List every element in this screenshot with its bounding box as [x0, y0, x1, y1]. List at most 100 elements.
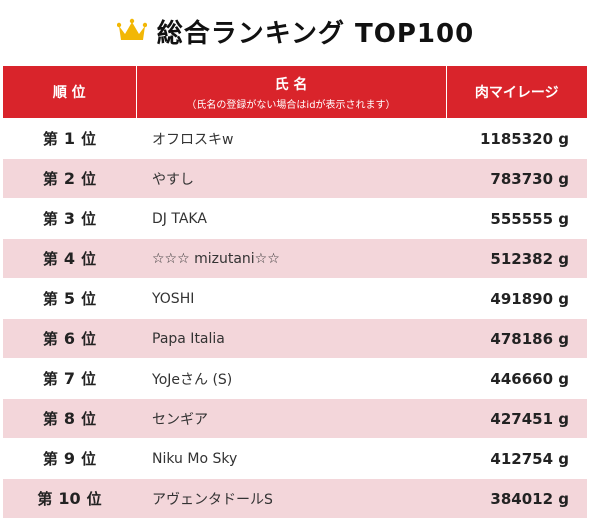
page-header: 総合ランキング TOP100	[0, 0, 591, 62]
table-row: 第 9 位 Niku Mo Sky 412754 g	[3, 438, 587, 479]
name-cell: DJ TAKA	[136, 198, 446, 239]
name-column-header: 氏 名 （氏名の登録がない場合はidが表示されます）	[136, 66, 447, 119]
mileage-unit: g	[558, 449, 569, 468]
mileage-cell: 446660 g	[446, 358, 587, 399]
mileage-unit: g	[558, 129, 569, 148]
table-row: 第 1 位オフロスキw 1185320 g	[3, 118, 587, 159]
rank-prefix: 第	[42, 330, 58, 348]
rank-number: 7	[63, 369, 76, 388]
name-cell: オフロスキw	[136, 118, 446, 159]
page-title: 総合ランキング TOP100	[156, 18, 475, 49]
name-cell: YoJeさん (S)	[136, 358, 446, 399]
rank-number: 10	[58, 489, 81, 508]
table-header-row: 順 位 氏 名 （氏名の登録がない場合はidが表示されます） 肉マイレージ	[3, 66, 587, 119]
rank-header-label: 順 位	[52, 85, 86, 101]
mileage-cell: 384012 g	[446, 478, 587, 518]
meat-header-label: 肉マイレージ	[474, 85, 559, 101]
table-row: 第 6 位 Papa Italia 478186 g	[3, 318, 587, 359]
rank-number: 2	[63, 169, 76, 188]
mileage-value: 491890	[490, 289, 554, 308]
mileage-value: 412754	[490, 449, 554, 468]
table-row: 第 4 位 ☆☆☆ mizutani☆☆ 512382 g	[3, 238, 587, 279]
rank-suffix: 位	[81, 370, 97, 388]
mileage-unit: g	[558, 489, 569, 508]
mileage-unit: g	[558, 409, 569, 428]
mileage-unit: g	[558, 209, 569, 228]
mileage-cell: 412754 g	[446, 438, 587, 479]
name-header-label: 氏 名	[274, 76, 308, 93]
rank-number: 9	[63, 449, 76, 468]
rank-suffix: 位	[86, 490, 102, 508]
rank-prefix: 第	[42, 450, 58, 468]
mileage-value: 478186	[490, 329, 554, 348]
table-row: 第 5 位 YOSHI 491890 g	[3, 278, 587, 319]
rank-column-header: 順 位	[3, 66, 137, 119]
mileage-value: 555555	[490, 209, 554, 228]
crown-icon	[116, 18, 147, 40]
name-cell: センギア	[136, 398, 446, 439]
rank-prefix: 第	[42, 410, 58, 428]
mileage-cell: 555555 g	[446, 198, 587, 239]
rank-prefix: 第	[42, 290, 58, 308]
rank-suffix: 位	[81, 450, 97, 468]
name-cell: やすし	[136, 158, 446, 199]
rank-cell: 第 10 位	[3, 478, 136, 518]
mileage-value: 427451	[490, 409, 554, 428]
rank-suffix: 位	[81, 250, 97, 268]
rank-suffix: 位	[81, 290, 97, 308]
table-row: 第 10 位アヴェンタドールS 384012 g	[3, 478, 587, 518]
mileage-value: 446660	[490, 369, 554, 388]
name-cell: アヴェンタドールS	[136, 478, 446, 518]
rank-prefix: 第	[42, 250, 58, 268]
mileage-cell: 427451 g	[446, 398, 587, 439]
name-header-note: （氏名の登録がない場合はidが表示されます）	[186, 99, 396, 111]
mileage-unit: g	[558, 169, 569, 188]
rank-prefix: 第	[42, 170, 58, 188]
rank-number: 4	[63, 249, 76, 268]
rank-suffix: 位	[81, 170, 97, 188]
rank-number: 5	[63, 289, 76, 308]
mileage-unit: g	[558, 249, 569, 268]
mileage-value: 512382	[490, 249, 554, 268]
name-cell: Niku Mo Sky	[136, 438, 446, 479]
rank-prefix: 第	[42, 130, 58, 148]
rank-suffix: 位	[81, 410, 97, 428]
mileage-cell: 783730 g	[446, 158, 587, 199]
name-cell: Papa Italia	[136, 318, 446, 359]
rank-suffix: 位	[81, 210, 97, 228]
name-cell: ☆☆☆ mizutani☆☆	[136, 238, 446, 279]
mileage-cell: 491890 g	[446, 278, 587, 319]
rank-suffix: 位	[81, 130, 97, 148]
mileage-value: 783730	[490, 169, 554, 188]
meat-column-header: 肉マイレージ	[446, 66, 587, 119]
table-row: 第 7 位 YoJeさん (S) 446660 g	[3, 358, 587, 399]
table-row: 第 3 位 DJ TAKA 555555 g	[3, 198, 587, 239]
mileage-unit: g	[558, 289, 569, 308]
rank-number: 3	[63, 209, 76, 228]
mileage-cell: 512382 g	[446, 238, 587, 279]
name-cell: YOSHI	[136, 278, 446, 319]
mileage-unit: g	[558, 369, 569, 388]
mileage-cell: 478186 g	[446, 318, 587, 359]
mileage-unit: g	[558, 329, 569, 348]
table-row: 第 8 位センギア 427451 g	[3, 398, 587, 439]
table-row: 第 2 位やすし 783730 g	[3, 158, 587, 199]
mileage-cell: 1185320 g	[446, 118, 587, 159]
rank-prefix: 第	[42, 210, 58, 228]
rank-number: 8	[63, 409, 76, 428]
rank-number: 6	[63, 329, 76, 348]
mileage-value: 1185320	[479, 129, 554, 148]
mileage-value: 384012	[490, 489, 554, 508]
rank-prefix: 第	[37, 490, 53, 508]
rank-prefix: 第	[42, 370, 58, 388]
